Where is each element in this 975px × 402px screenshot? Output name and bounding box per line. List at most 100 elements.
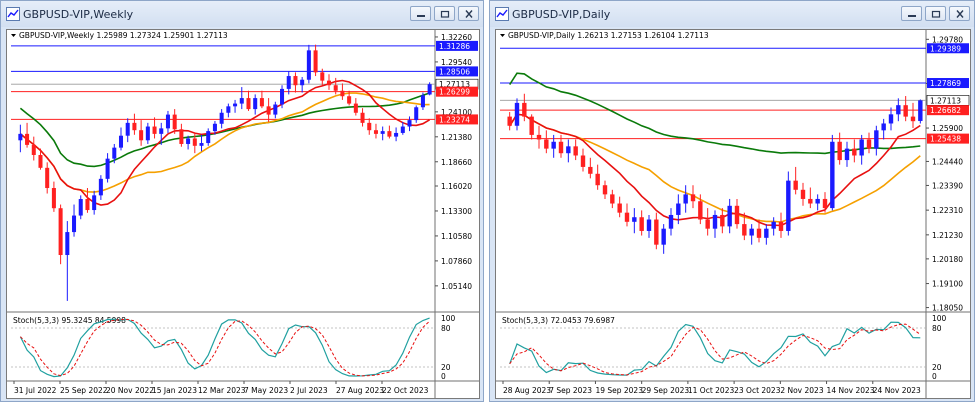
restore-icon <box>931 10 941 18</box>
candle-body <box>844 148 850 161</box>
candle-body <box>676 203 681 215</box>
chart-window-icon <box>495 7 509 21</box>
candle-body <box>353 103 358 113</box>
candle-body <box>566 146 571 154</box>
ma-mid-line <box>509 113 921 223</box>
candle-body <box>639 217 644 231</box>
ma-mid-line <box>19 92 430 193</box>
candle-body <box>822 198 828 209</box>
level-tag-label: 1.29389 <box>930 44 961 53</box>
level-tag <box>927 105 969 116</box>
time-tick-label: 11 Oct 2023 <box>688 386 735 395</box>
candle-body <box>588 166 593 174</box>
window-title: GBPUSD-VIP,Daily <box>512 8 611 21</box>
candle-body <box>394 132 399 137</box>
time-tick-label: 28 Aug 2023 <box>503 386 551 395</box>
candle-body <box>427 84 432 95</box>
candle-body <box>266 106 271 115</box>
minimize-icon <box>908 15 916 17</box>
stoch-signal-line <box>20 318 430 377</box>
level-tag-label: 1.28506 <box>439 67 470 76</box>
candle-body <box>132 122 137 131</box>
price-tick-label: 1.16020 <box>441 182 472 191</box>
price-tick-label: 1.10580 <box>441 232 472 241</box>
level-tag <box>436 40 478 51</box>
price-tick-label: 1.22310 <box>932 206 963 215</box>
time-tick-label: 7 May 2023 <box>244 386 288 395</box>
stoch-main-line <box>509 321 921 376</box>
candle-body <box>632 217 637 222</box>
candle-body <box>830 141 835 209</box>
candle-body <box>529 116 534 135</box>
candle-body <box>580 155 586 167</box>
daily-chart-window[interactable]: GBPUSD-VIP,Daily 1.297801.278501.259001.… <box>489 0 975 402</box>
candle-body <box>152 126 157 134</box>
candle-body <box>544 139 549 149</box>
price-tick-label: 1.21230 <box>932 231 963 240</box>
weekly-chart-area[interactable]: 1.32260 1.29540 1.24100 1.21380 1.18660 1.160… <box>6 29 480 399</box>
candle-body <box>881 123 886 131</box>
candle-body <box>18 133 23 141</box>
close-icon <box>956 10 964 18</box>
candle-body <box>387 131 392 137</box>
candle-body <box>192 138 197 146</box>
restore-button[interactable] <box>925 6 946 21</box>
candle-body <box>800 189 806 199</box>
price-tick-label: 1.20180 <box>932 255 963 264</box>
stoch-level-label: 20 <box>932 363 942 372</box>
level-tag-label: 1.23274 <box>439 115 470 124</box>
candle-body <box>72 215 77 233</box>
candle-body <box>373 130 378 134</box>
candle-body <box>145 126 150 141</box>
price-tick-label: 1.32260 <box>441 33 472 42</box>
ma-slow-line <box>19 92 430 168</box>
symbol-quote-header: GBPUSD-VIP,Daily 1.26213 1.27153 1.26104… <box>508 31 709 40</box>
candle-body <box>273 104 278 115</box>
level-tag <box>927 133 969 144</box>
candle-body <box>186 138 191 144</box>
time-tick-label: 20 Nov 2022 <box>106 386 154 395</box>
candle-body <box>903 105 908 117</box>
close-button[interactable] <box>458 6 479 21</box>
price-tick-label: 1.29780 <box>932 35 963 44</box>
candle-body <box>219 112 224 124</box>
minimize-button[interactable] <box>410 6 431 21</box>
candle-body <box>771 221 776 229</box>
restore-button[interactable] <box>434 6 455 21</box>
candle-body <box>293 76 298 86</box>
window-titlebar[interactable]: GBPUSD-VIP,Weekly <box>1 1 483 27</box>
close-button[interactable] <box>949 6 970 21</box>
daily-chart[interactable]: 1.297801.278501.259001.244401.233901.223… <box>496 30 970 398</box>
restore-icon <box>440 10 450 18</box>
stoch-indicator-label: Stoch(5,3,3) 72.0453 79.6987 <box>502 316 615 325</box>
candle-body <box>206 131 211 144</box>
stoch-level-label: 0 <box>932 372 937 381</box>
candle-body <box>837 141 842 161</box>
candle-body <box>793 180 798 190</box>
minimize-button[interactable] <box>901 6 922 21</box>
time-tick-label: 7 Sep 2023 <box>549 386 592 395</box>
candle-body <box>78 199 83 216</box>
candle-body <box>764 228 769 238</box>
candle-body <box>866 139 872 149</box>
candle-body <box>507 116 512 126</box>
candle-body <box>910 116 916 122</box>
candle-body <box>159 128 164 134</box>
price-tick-label: 1.18050 <box>932 304 963 313</box>
candle-body <box>514 102 520 126</box>
candle-body <box>85 199 90 211</box>
candle-body <box>683 194 688 204</box>
candle-body <box>646 219 652 231</box>
window-titlebar[interactable]: GBPUSD-VIP,Daily <box>490 1 974 27</box>
daily-chart-area[interactable]: 1.297801.278501.259001.244401.233901.223… <box>495 29 971 399</box>
candle-body <box>98 178 103 196</box>
price-tick-label: 1.25900 <box>932 124 963 133</box>
weekly-chart[interactable]: 1.32260 1.29540 1.24100 1.21380 1.18660 1.160… <box>7 30 479 398</box>
level-tag-label: 1.27869 <box>930 79 961 88</box>
candle-body <box>727 205 732 227</box>
candle-body <box>320 72 325 81</box>
time-tick-label: 22 Oct 2023 <box>382 386 429 395</box>
candle-body <box>558 141 564 154</box>
candle-body <box>778 221 784 231</box>
weekly-chart-window[interactable]: GBPUSD-VIP,Weekly 1.32260 1.29540 1.24100 1… <box>0 0 484 402</box>
